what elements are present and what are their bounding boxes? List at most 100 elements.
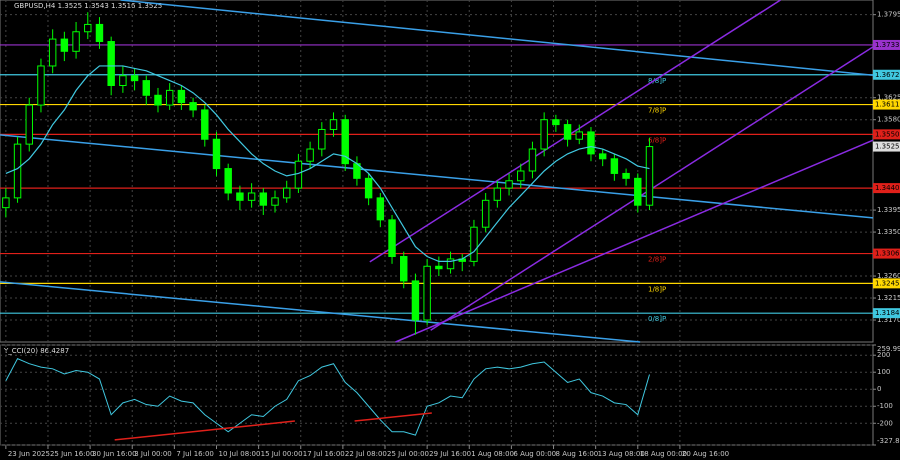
candle-body [60, 38, 69, 52]
level-name: 1/8]P [648, 285, 666, 293]
x-tick-label: 7 Jul 16:00 [176, 450, 214, 458]
y-tick-label: 200 [877, 351, 890, 359]
candle-body [165, 89, 174, 106]
cci-panel [0, 344, 874, 446]
y-tick-label: -100 [877, 402, 893, 410]
x-tick-label: 20 Aug 16:00 [682, 450, 729, 458]
trend-line [114, 420, 295, 441]
x-tick-label: 15 Jul 00:00 [261, 450, 303, 458]
candle-body [400, 256, 408, 282]
candle-body [552, 119, 560, 126]
y-tick-label: 1.3580 [877, 116, 900, 124]
x-tick-label: 30 Jun 16:00 [92, 450, 136, 458]
cci-line [5, 357, 650, 436]
y-tick-label: -200 [877, 419, 893, 427]
candle-body [563, 124, 572, 140]
y-tick-label: 1.3350 [877, 228, 900, 236]
level-tag-label: 1.3733 [875, 41, 900, 49]
x-tick-label: 13 Aug 08:00 [598, 450, 645, 458]
candle-body [236, 192, 244, 201]
candle-body [48, 38, 57, 67]
price-tag-label: 1.3525 [875, 143, 900, 151]
level-tag-label: 1.3611 [875, 101, 900, 109]
y-tick-label: 1.3260 [877, 272, 900, 280]
candle-body [481, 199, 490, 228]
candle-body [446, 258, 455, 270]
level-tag [873, 308, 900, 319]
candle-body [2, 197, 10, 209]
candle-body [37, 65, 45, 106]
candle-body [201, 109, 209, 140]
candle-body [622, 172, 630, 179]
candle-body [329, 119, 338, 130]
candle-body [587, 131, 595, 155]
level-tag-label: 1.3184 [875, 309, 900, 317]
trend-line [395, 139, 874, 343]
candle-body [212, 138, 221, 170]
x-tick-label: 17 Jul 16:00 [303, 450, 345, 458]
trend-line [0, 281, 641, 343]
trend-line [120, 0, 874, 76]
candle-body [575, 131, 583, 140]
x-tick-label: 29 Jul 16:00 [429, 450, 471, 458]
level-tag-label: 1.3245 [875, 279, 900, 287]
level-name: 7/8]P [648, 107, 666, 115]
candle-body [189, 102, 197, 111]
trend-line [0, 134, 874, 219]
y-tick-label: 1.3395 [877, 206, 900, 214]
y-tick-label: 259.9969 [877, 345, 900, 353]
candle-body [177, 89, 186, 104]
candle-body [528, 148, 537, 172]
x-tick-label: 3 Jul 00:00 [134, 450, 172, 458]
candle-body [517, 170, 525, 182]
candle-body [247, 192, 256, 201]
y-tick-label: 1.3625 [877, 94, 900, 102]
trend-line [354, 412, 432, 422]
candle-body [107, 41, 115, 86]
candle-body [142, 80, 150, 96]
candle-body [341, 119, 349, 165]
level-tag [873, 69, 900, 80]
level-tag-label: 1.3440 [875, 184, 900, 192]
level-tag-label: 1.3306 [875, 250, 900, 258]
level-tag [873, 248, 900, 259]
candle-body [411, 280, 420, 321]
x-tick-label: 6 Aug 00:00 [513, 450, 556, 458]
trend-line [369, 0, 781, 263]
indicator-title: Y_CCI(20) 86.4287 [3, 347, 69, 355]
candle-body [598, 153, 607, 160]
level-tag [873, 39, 900, 50]
y-tick-label: 1.3795 [877, 11, 900, 19]
level-name: 6/8]P [648, 136, 666, 144]
candle-body [505, 180, 513, 189]
x-tick-label: 25 Jun 16:00 [50, 450, 94, 458]
candle-body [364, 177, 373, 199]
level-tag [873, 183, 900, 194]
candle-body [470, 226, 478, 262]
candle-body [119, 75, 127, 86]
candle-body [95, 23, 104, 43]
x-tick-label: 18 Aug 00:00 [640, 450, 687, 458]
chart-title: GBPUSD,H4 1.3525 1.3543 1.3516 1.3525 [14, 2, 162, 10]
level-tag-label: 1.3672 [875, 71, 900, 79]
candle-body [130, 75, 139, 82]
level-name: 0/8]P [648, 315, 666, 323]
x-tick-label: 25 Jul 00:00 [387, 450, 429, 458]
moving-average [5, 65, 650, 262]
candle-body [154, 94, 162, 106]
x-tick-label: 8 Aug 16:00 [556, 450, 599, 458]
candle-body [423, 265, 431, 321]
candle-body [224, 168, 232, 194]
candle-body [282, 187, 291, 199]
x-tick-label: 23 Jun 2025 [8, 450, 50, 458]
candle-body [493, 187, 502, 201]
y-tick-label: -327.8322 [877, 437, 900, 445]
candle-body [435, 265, 443, 270]
candle-body [376, 197, 385, 221]
level-tag [873, 278, 900, 289]
level-name: 2/8]P [648, 256, 666, 264]
candle-body [634, 177, 642, 206]
candle-body [259, 192, 268, 206]
price-tag [873, 141, 900, 152]
x-tick-label: 10 Jul 08:00 [218, 450, 260, 458]
